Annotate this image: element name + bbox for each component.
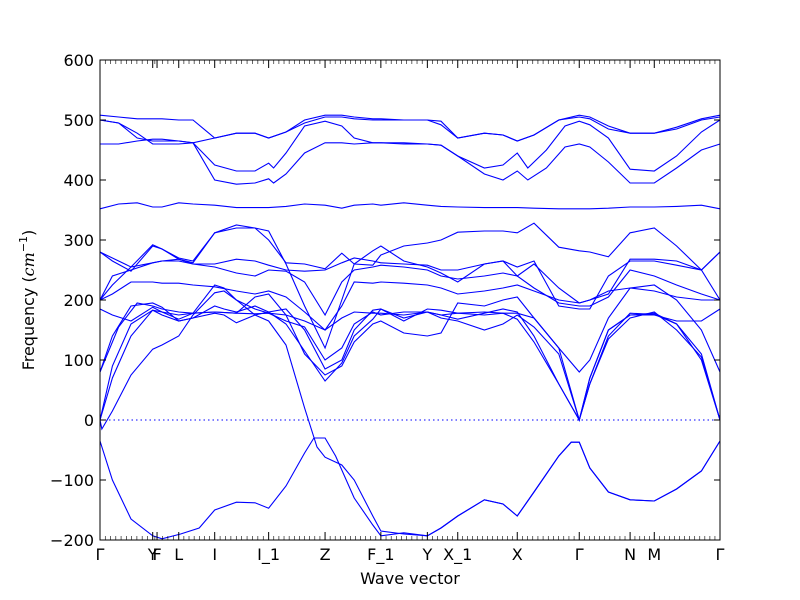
y-tick-label: 300 <box>63 231 94 250</box>
y-tick-label: 200 <box>63 291 94 310</box>
x-tick-label: N <box>624 545 636 564</box>
band-line-12 <box>99 222 721 272</box>
x-tick-label: F_1 <box>367 545 394 565</box>
y-axis-label: Frequency (cm−1) <box>17 230 38 371</box>
x-tick-label: L <box>174 545 183 564</box>
x-tick-label: X_1 <box>443 545 472 565</box>
minor-ticks <box>104 60 716 540</box>
y-axis-label-prefix: Frequency ( <box>19 276 38 370</box>
band-line-9 <box>99 260 721 317</box>
x-axis-label: Wave vector <box>360 569 460 588</box>
y-tick-label: −100 <box>50 471 94 490</box>
band-line-7 <box>99 284 721 376</box>
x-tick-label: Γ <box>575 545 584 564</box>
y-tick-label: 0 <box>84 411 94 430</box>
band-line-16 <box>100 116 721 145</box>
y-tick-label: 100 <box>63 351 94 370</box>
y-tick-label: 400 <box>63 171 94 190</box>
x-tick-label: Y <box>421 545 432 564</box>
band-line-11 <box>99 227 721 350</box>
x-tick-label: I_1 <box>257 545 280 565</box>
x-tick-label: Z <box>320 545 331 564</box>
plot-frame <box>99 59 721 541</box>
x-tick-label: Y <box>147 545 158 564</box>
band-line-2 <box>99 290 721 537</box>
y-axis-label-suffix: ) <box>19 230 38 236</box>
band-line-5 <box>99 306 721 423</box>
y-axis-ticks: −200 −100 0 100 200 300 400 500 600 <box>50 51 720 550</box>
x-tick-label: Γ <box>96 545 105 564</box>
x-tick-label: F <box>152 545 161 564</box>
y-axis-label-sup: −1 <box>17 236 30 252</box>
x-tick-label: X <box>512 545 523 564</box>
x-axis-ticks: Γ YF L I I_1 Z F_1 Y X_1 X Γ N M Γ <box>96 60 725 565</box>
x-tick-label: M <box>647 545 661 564</box>
band-lines <box>99 114 721 540</box>
band-line-6 <box>99 302 721 422</box>
x-tick-label: Γ <box>716 545 725 564</box>
y-tick-label: −200 <box>50 531 94 550</box>
x-tick-label: I <box>212 545 217 564</box>
band-line-17 <box>99 114 721 142</box>
y-axis-label-math: cm <box>19 252 38 276</box>
band-line-13 <box>99 202 721 210</box>
y-tick-label: 600 <box>63 51 94 70</box>
y-tick-label: 500 <box>63 111 94 130</box>
